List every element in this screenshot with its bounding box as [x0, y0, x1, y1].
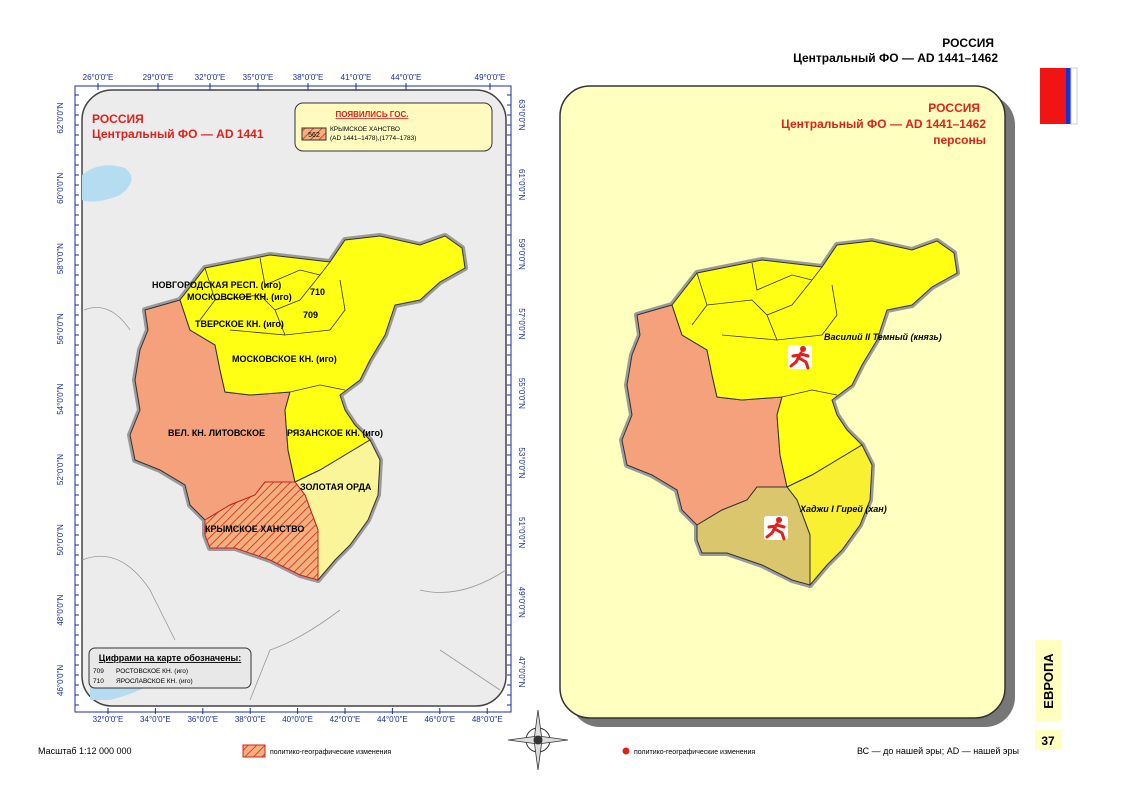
- page-tab: [1035, 730, 1061, 750]
- tick-label: 55°0'0"N: [517, 378, 526, 409]
- regions: [127, 233, 468, 583]
- tick-label: 26°0'0"E: [83, 73, 114, 82]
- person-label: Хаджи I Гирей (хан): [799, 504, 887, 514]
- tick-label: 40°0'0"E: [282, 715, 313, 724]
- tick-label: 53°0'0"N: [517, 447, 526, 478]
- tick-label: 44°0'0"E: [377, 715, 408, 724]
- tick-label: 32°0'0"E: [93, 715, 124, 724]
- graticule: 26°0'0"E 29°0'0"E 32°0'0"E 35°0'0"E 38°0'0"E…: [56, 73, 526, 724]
- border-line: [81, 307, 507, 701]
- region-label: ТВЕРСКОЕ КН. (иго): [195, 319, 284, 329]
- region-label: РЯЗАНСКОЕ КН. (иго): [287, 428, 383, 438]
- legend-dot: [622, 747, 630, 755]
- tick-label: 47°0'0"N: [517, 656, 526, 687]
- tick-label: 60°0'0"N: [56, 173, 65, 204]
- tick-label: 56°0'0"N: [56, 313, 65, 344]
- tick-label: 29°0'0"E: [143, 73, 174, 82]
- tick-label: 50°0'0"N: [56, 524, 65, 555]
- tick-label: 46°0'0"E: [424, 715, 455, 724]
- tick-label: 54°0'0"N: [56, 383, 65, 414]
- era-note: ВС — до нашей эры; AD — нашей эры: [857, 746, 1019, 756]
- region-label: 710: [310, 287, 325, 297]
- map-title: РОССИЯ: [928, 101, 980, 115]
- tick-label: 38°0'0"E: [235, 715, 266, 724]
- numbers-legend-name: ЯРОСЛАВСКОЕ КН. (иго): [116, 678, 193, 685]
- page-number: 37: [1041, 734, 1055, 748]
- tick-label: 32°0'0"E: [195, 73, 226, 82]
- numbers-legend-code: 710: [93, 678, 104, 685]
- numbers-legend: [88, 647, 252, 689]
- legend-period: (AD 1441–1478),(1774–1783): [330, 135, 416, 142]
- region-border: [199, 257, 346, 393]
- region-label: МОСКОВСКОЕ КН. (иго): [232, 354, 337, 364]
- footer-legend: политико-географические изменения: [270, 749, 391, 756]
- tick-label: 52°0'0"N: [56, 454, 65, 485]
- legend-swatch: [301, 127, 327, 141]
- header-country: РОССИЯ: [942, 36, 994, 50]
- numbers-legend-code: 709: [93, 668, 104, 675]
- scale: Масштаб 1:12 000 000: [38, 746, 132, 756]
- water: [82, 165, 132, 202]
- tick-label: 57°0'0"N: [517, 308, 526, 339]
- person-icon: [764, 516, 788, 541]
- right-map: РОССИЯ Центральный ФО — AD 1441–1462 пер…: [559, 85, 1015, 727]
- tick-label: 49°0'0"E: [475, 73, 506, 82]
- tick-label: 49°0'0"N: [517, 587, 526, 618]
- tick-label: 42°0'0"E: [330, 715, 361, 724]
- legend-box: [294, 102, 493, 152]
- regions: [619, 238, 960, 588]
- region-label: ЗОЛОТАЯ ОРДА: [300, 482, 372, 492]
- section-tab: [1035, 640, 1061, 722]
- section: ЕВРОПА: [1041, 653, 1056, 709]
- legend-name: КРЫМСКОЕ ХАНСТВО: [330, 126, 400, 133]
- footer-legend: политико-географические изменения: [634, 749, 755, 756]
- region-label: КРЫМСКОЕ ХАНСТВО: [205, 524, 304, 534]
- region: [204, 481, 319, 581]
- compass: [507, 709, 569, 771]
- legend-code: 562: [308, 132, 320, 139]
- tick-label: 36°0'0"E: [187, 715, 218, 724]
- tick-label: 38°0'0"E: [293, 73, 324, 82]
- person-icon: [788, 345, 812, 370]
- region-label: 709: [303, 310, 318, 320]
- tick-label: 48°0'0"N: [56, 594, 65, 625]
- person-label: Василий II Темный (князь): [824, 332, 942, 342]
- tick-label: 34°0'0"E: [140, 715, 171, 724]
- map-subtitle: Центральный ФО — AD 1441: [92, 127, 264, 141]
- tick-label: 48°0'0"E: [472, 715, 503, 724]
- map-subtitle: Центральный ФО — AD 1441–1462: [781, 117, 986, 131]
- tick-label: 62°0'0"N: [56, 102, 65, 133]
- region: [179, 235, 466, 483]
- legend-title: ПОЯВИЛИСЬ ГОС.: [336, 110, 409, 119]
- map-title: РОССИЯ: [92, 112, 144, 126]
- region-label: ВЕЛ. КН. ЛИТОВСКОЕ: [168, 428, 265, 438]
- tick-label: 61°0'0"N: [517, 169, 526, 200]
- tick-label: 46°0'0"N: [56, 665, 65, 696]
- tick-label: 41°0'0"E: [341, 73, 372, 82]
- tick-label: 58°0'0"N: [56, 243, 65, 274]
- tick-label: 59°0'0"N: [517, 239, 526, 270]
- region-label: НОВГОРОДСКАЯ РЕСП. (иго): [152, 280, 281, 290]
- header-subtitle: Центральный ФО — AD 1441–1462: [793, 51, 998, 65]
- flag: [1040, 67, 1078, 125]
- region-border: [691, 262, 838, 398]
- tick-label: 35°0'0"E: [243, 73, 274, 82]
- tick-label: 44°0'0"E: [391, 73, 422, 82]
- tick-label: 63°0'0"N: [517, 99, 526, 130]
- legend-swatch: [242, 744, 266, 758]
- region-label: МОСКОВСКОЕ КН. (иго): [187, 292, 292, 302]
- numbers-legend-title: Цифрами на карте обозначены:: [99, 653, 241, 663]
- tick-label: 51°0'0"N: [517, 517, 526, 548]
- left-map: 26°0'0"E 29°0'0"E 32°0'0"E 35°0'0"E 38°0'0"E…: [56, 73, 526, 724]
- region: [671, 240, 958, 488]
- numbers-legend-name: РОСТОВСКОЕ КН. (иго): [116, 668, 188, 675]
- region: [696, 486, 811, 586]
- map-subtitle: персоны: [933, 133, 986, 147]
